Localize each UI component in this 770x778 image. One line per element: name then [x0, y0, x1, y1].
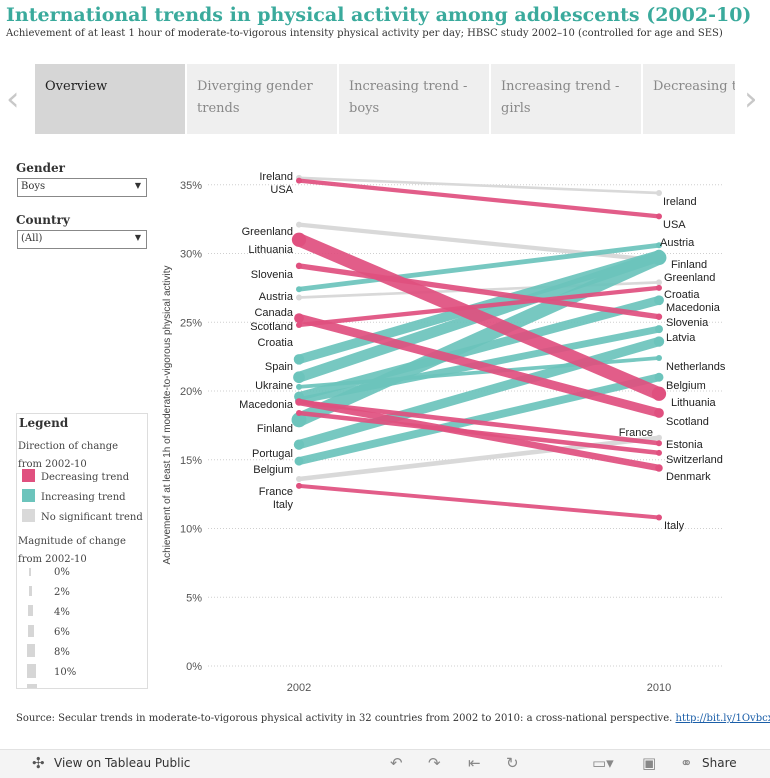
label-2002-scotland: Scotland: [250, 321, 293, 333]
point-2010-estonia: [656, 440, 662, 446]
label-2002-austria: Austria: [259, 291, 294, 303]
point-2002-ukraine: [293, 371, 305, 383]
point-2002-usa: [296, 178, 302, 184]
point-2002-belgium: [295, 457, 304, 466]
point-2010-ireland: [656, 190, 662, 196]
label-2010-usa: USA: [663, 219, 686, 231]
point-2010-italy: [656, 515, 662, 521]
series-line-greenland: [299, 225, 659, 261]
label-2002-portugal: Portugal: [252, 448, 293, 460]
point-2010-switzerland: [656, 450, 662, 456]
label-2002-canada: Canada: [254, 307, 293, 319]
label-2002-italy: Italy: [273, 499, 294, 511]
y-tick-label: 10%: [180, 524, 202, 536]
point-2002-denmark: [295, 398, 303, 406]
revert-icon[interactable]: ⇤: [468, 754, 481, 772]
point-2010-denmark: [655, 464, 663, 472]
redo-icon[interactable]: ↷: [428, 754, 441, 772]
y-tick-label: 5%: [186, 592, 202, 604]
point-2010-netherlands: [656, 355, 662, 361]
label-2010-latvia: Latvia: [666, 332, 696, 344]
point-2010-macedonia: [654, 295, 664, 305]
point-2002-netherlands: [296, 384, 302, 390]
source-text: Source: Secular trends in moderate-to-vi…: [16, 713, 672, 724]
point-2010-usa: [656, 213, 662, 219]
label-2002-spain: Spain: [265, 361, 293, 373]
y-tick-label: 15%: [180, 455, 202, 467]
label-2010-lithuania: Lithuania: [671, 397, 717, 409]
share-icon[interactable]: ⚭: [680, 754, 693, 772]
point-2002-italy: [296, 483, 302, 489]
label-2002-finland: Finland: [257, 423, 293, 435]
label-2002-greenland: Greenland: [242, 226, 293, 238]
point-2002-slovenia: [296, 263, 302, 269]
label-2002-ukraine: Ukraine: [255, 380, 293, 392]
label-2002-slovenia: Slovenia: [251, 269, 294, 281]
point-2010-portugal: [654, 336, 664, 346]
label-2010-estonia: Estonia: [666, 439, 704, 451]
y-tick-label: 0%: [186, 661, 202, 673]
label-2010-italy: Italy: [664, 520, 685, 532]
x-tick-label: 2002: [287, 682, 311, 694]
point-2010-france: [656, 435, 662, 441]
y-axis-title: Achievement of at least 1h of moderate-t…: [162, 265, 173, 564]
view-on-tableau-link[interactable]: View on Tableau Public: [54, 756, 190, 770]
y-tick-label: 25%: [180, 317, 202, 329]
fullscreen-icon[interactable]: ▣: [642, 754, 656, 772]
y-tick-label: 20%: [180, 386, 202, 398]
point-2002-canada: [296, 295, 302, 301]
label-2002-croatia: Croatia: [258, 337, 294, 349]
point-2010-scotland: [654, 408, 664, 418]
y-tick-label: 30%: [180, 249, 202, 261]
source-note: Source: Secular trends in moderate-to-vi…: [16, 713, 770, 724]
point-2010-lithuania: [652, 387, 666, 401]
download-icon[interactable]: ▭▾: [592, 754, 614, 772]
x-tick-label: 2010: [647, 682, 671, 694]
label-2010-macedonia: Macedonia: [666, 302, 721, 314]
point-2010-latvia: [655, 325, 663, 333]
label-2002-usa: USA: [270, 184, 293, 196]
label-2010-switzerland: Switzerland: [666, 454, 723, 466]
label-2002-ireland: Ireland: [259, 171, 293, 183]
point-2002-greenland: [296, 222, 302, 228]
tableau-icon: ✣: [32, 754, 45, 772]
undo-icon[interactable]: ↶: [390, 754, 403, 772]
point-2010-croatia: [656, 285, 662, 291]
point-2010-slovenia: [656, 314, 662, 320]
refresh-icon[interactable]: ↻: [506, 754, 519, 772]
label-2010-scotland: Scotland: [666, 416, 709, 428]
label-2010-finland: Finland: [671, 259, 707, 271]
label-2010-croatia: Croatia: [664, 289, 700, 301]
share-button[interactable]: Share: [702, 756, 737, 770]
label-2010-ireland: Ireland: [663, 196, 697, 208]
label-2010-greenland: Greenland: [664, 272, 715, 284]
label-2010-netherlands: Netherlands: [666, 361, 726, 373]
label-2010-belgium: Belgium: [666, 380, 706, 392]
point-2002-spain: [294, 354, 304, 364]
point-2002-scotland: [294, 313, 304, 323]
source-link[interactable]: http://bit.ly/1OvbcxS: [676, 713, 770, 724]
point-2010-belgium: [655, 373, 664, 382]
series-line-italy: [299, 486, 659, 518]
point-2002-croatia: [296, 322, 302, 328]
point-2002-portugal: [294, 439, 304, 449]
point-2002-france: [296, 476, 302, 482]
label-2002-lithuania: Lithuania: [248, 244, 294, 256]
point-2010-finland: [652, 250, 667, 265]
label-2010-slovenia: Slovenia: [666, 317, 709, 329]
label-2002-macedonia: Macedonia: [239, 399, 294, 411]
label-2002-belgium: Belgium: [253, 464, 293, 476]
label-2002-france: France: [259, 486, 293, 498]
label-2010-austria: Austria: [660, 237, 695, 249]
point-2002-austria: [296, 286, 302, 292]
tableau-toolbar: ✣ View on Tableau Public ↶ ↷ ⇤ ↻ ▭▾ ▣ ⚭ …: [0, 749, 770, 778]
point-2010-canada: [656, 279, 662, 285]
point-2002-switzerland: [296, 410, 302, 416]
label-2010-france: France: [619, 427, 653, 439]
y-tick-label: 35%: [180, 180, 202, 192]
point-2002-lithuania: [292, 233, 306, 247]
label-2010-denmark: Denmark: [666, 471, 711, 483]
